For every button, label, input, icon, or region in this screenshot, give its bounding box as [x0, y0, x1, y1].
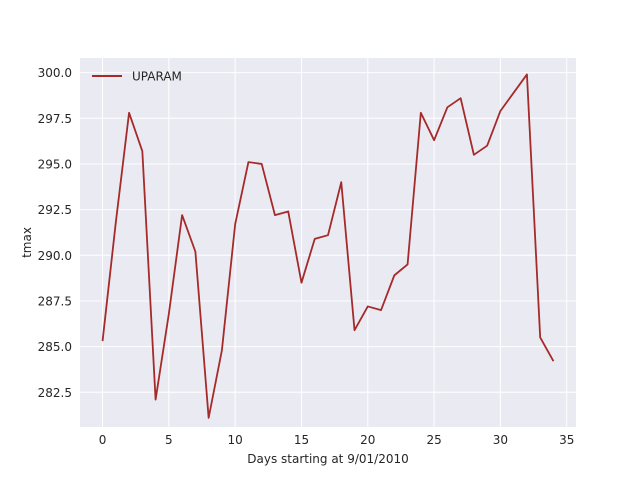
x-tick-label: 10 — [228, 433, 243, 447]
x-tick-label: 5 — [165, 433, 173, 447]
grid-layer — [80, 58, 576, 427]
y-tick-label: 297.5 — [38, 112, 72, 126]
legend: UPARAM — [92, 70, 182, 84]
x-tick-label: 25 — [426, 433, 441, 447]
y-tick-label: 282.5 — [38, 386, 72, 400]
x-tick-label: 30 — [493, 433, 508, 447]
y-tick-label: 292.5 — [38, 203, 72, 217]
plot-background — [80, 58, 576, 427]
y-tick-label: 300.0 — [38, 66, 72, 80]
y-tick-label: 290.0 — [38, 249, 72, 263]
y-tick-labels: 282.5 285.0 287.5 290.0 292.5 295.0 297.5 300.0 — [38, 66, 72, 400]
y-tick-label: 285.0 — [38, 340, 72, 354]
y-axis-label: tmax — [20, 227, 34, 258]
x-tick-label: 20 — [360, 433, 375, 447]
x-tick-labels: 0 5 10 15 20 25 30 35 — [99, 433, 575, 447]
y-tick-label: 295.0 — [38, 157, 72, 171]
x-tick-label: 15 — [294, 433, 309, 447]
legend-label: UPARAM — [132, 70, 182, 84]
x-tick-label: 35 — [559, 433, 574, 447]
series-layer — [101, 73, 555, 419]
x-axis-label: Days starting at 9/01/2010 — [247, 452, 408, 466]
series-line — [101, 73, 555, 419]
x-tick-label: 0 — [99, 433, 107, 447]
y-tick-label: 287.5 — [38, 294, 72, 308]
